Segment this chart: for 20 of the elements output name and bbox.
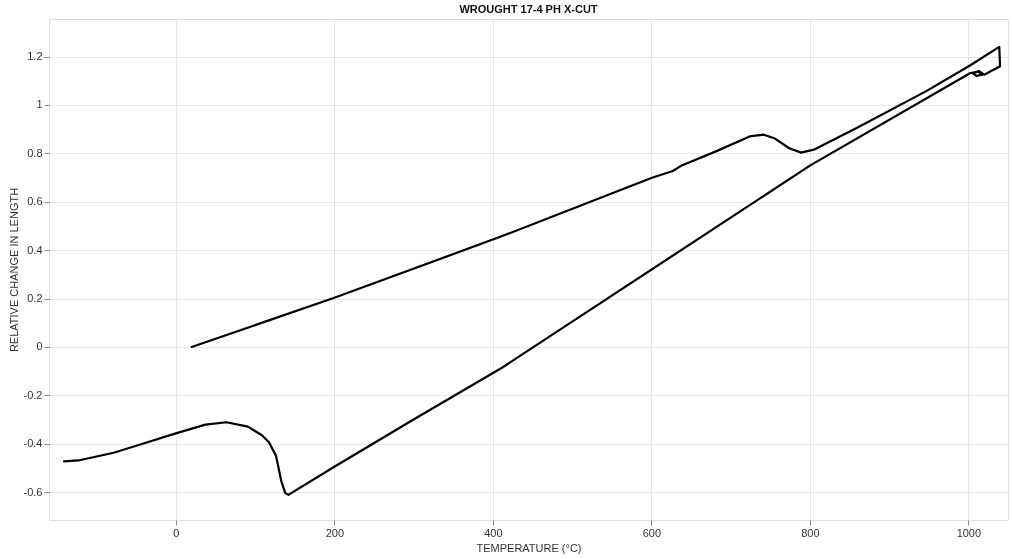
y-axis-title: RELATIVE CHANGE IN LENGTH — [7, 187, 20, 353]
y-tick-label: 1 — [36, 98, 43, 111]
y-tick-label: 0 — [36, 340, 43, 353]
y-tick-label: -0.4 — [23, 437, 43, 450]
y-tick-label: 0.2 — [27, 292, 43, 305]
x-axis-title: TEMPERATURE (°C) — [476, 541, 582, 554]
x-tick-label: 400 — [484, 526, 503, 539]
x-tick-label: 0 — [173, 526, 180, 539]
y-tick-label: -0.6 — [23, 485, 43, 498]
y-tick-label: 0.6 — [27, 195, 43, 208]
x-tick-label: 600 — [642, 526, 662, 539]
x-tick-label: 1000 — [956, 526, 982, 539]
y-tick-label: 1.2 — [27, 50, 43, 63]
y-tick-label: 0.4 — [27, 243, 43, 256]
x-tick-label: 200 — [325, 526, 344, 539]
y-tick-label: -0.2 — [23, 388, 43, 401]
y-tick-label: 0.8 — [27, 146, 43, 159]
chart-title: WROUGHT 17-4 PH X-CUT — [459, 3, 598, 15]
x-tick-label: 800 — [801, 526, 820, 539]
line-series — [62, 45, 1002, 496]
